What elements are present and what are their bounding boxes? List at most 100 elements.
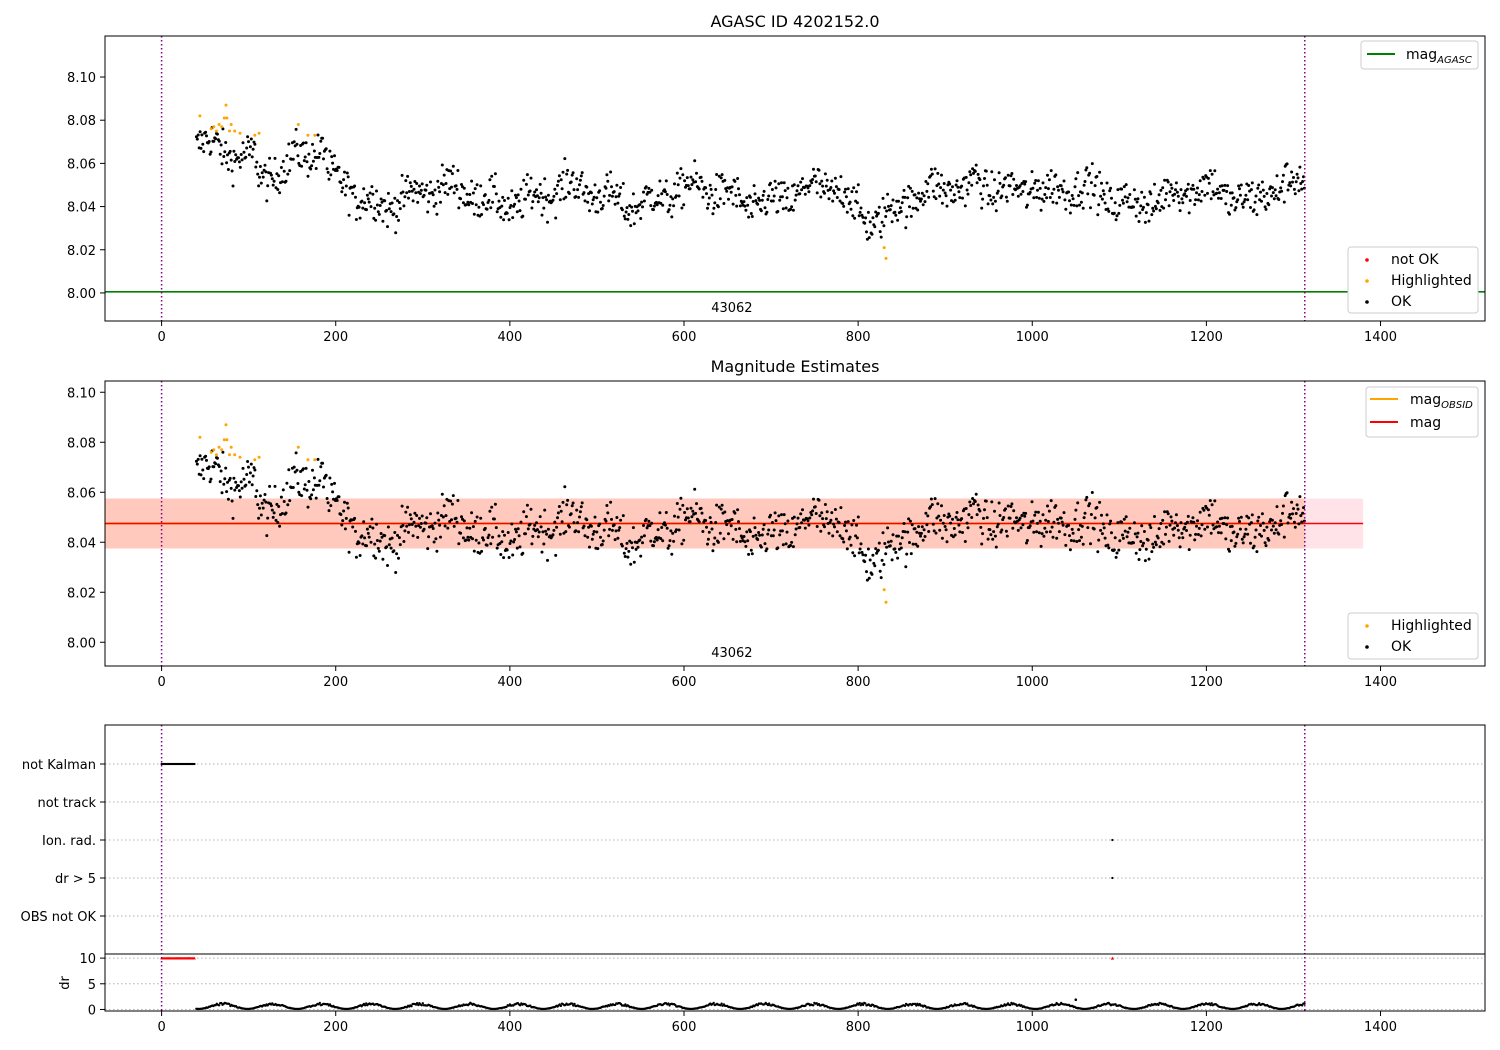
ok-point xyxy=(1217,191,1221,195)
ok-point xyxy=(380,535,384,539)
ok-point xyxy=(1280,523,1284,526)
ok-point xyxy=(957,523,961,527)
ok-point xyxy=(606,511,610,515)
ok-point xyxy=(1046,504,1049,508)
ok-point xyxy=(552,194,556,198)
x-tick-label: 1000 xyxy=(1016,675,1049,690)
ok-point xyxy=(638,538,642,542)
ok-point xyxy=(941,521,945,525)
ok-point xyxy=(331,490,335,494)
ok-point xyxy=(897,534,900,538)
ok-point xyxy=(599,535,602,539)
dr-point xyxy=(415,1002,419,1005)
ok-point xyxy=(780,195,784,199)
ok-point xyxy=(734,527,738,531)
ok-point xyxy=(1019,192,1023,196)
ok-point xyxy=(930,172,934,176)
ok-point xyxy=(567,525,571,529)
highlighted-point xyxy=(882,246,886,250)
ok-point xyxy=(1224,537,1228,541)
ok-point xyxy=(839,506,843,510)
ok-point xyxy=(401,523,405,527)
ok-point xyxy=(1241,205,1245,209)
ok-point xyxy=(577,530,581,534)
ok-point xyxy=(831,199,835,203)
ok-point xyxy=(467,538,471,542)
ok-point xyxy=(846,187,850,191)
ok-point xyxy=(1120,520,1124,524)
ok-point xyxy=(664,511,668,514)
ok-point xyxy=(834,517,838,521)
ok-point xyxy=(685,176,689,180)
ok-point xyxy=(244,155,248,159)
ok-point xyxy=(953,198,957,202)
ok-point xyxy=(294,451,298,455)
ok-point xyxy=(791,545,795,549)
ok-point xyxy=(202,150,206,154)
ok-point xyxy=(848,200,852,204)
ok-point xyxy=(993,178,996,182)
ok-point xyxy=(1004,195,1008,199)
ok-point xyxy=(1293,192,1297,196)
ok-point xyxy=(220,162,224,166)
ok-point xyxy=(776,546,780,550)
ok-point xyxy=(881,531,885,535)
flag-category-label: not track xyxy=(37,796,96,811)
ok-point xyxy=(571,501,575,505)
ok-point xyxy=(454,184,458,188)
ok-point xyxy=(1056,517,1060,521)
ok-point xyxy=(247,153,251,157)
ok-point xyxy=(400,173,404,177)
ok-point xyxy=(833,191,836,195)
ok-point xyxy=(648,524,652,528)
ok-point xyxy=(1223,183,1227,187)
ok-point xyxy=(1032,530,1036,534)
ok-point xyxy=(671,531,675,535)
ok-point xyxy=(322,485,325,489)
ok-point xyxy=(690,515,694,519)
ok-point xyxy=(396,199,399,203)
ok-point xyxy=(681,503,685,507)
ok-point xyxy=(967,513,971,517)
ok-point xyxy=(632,560,636,564)
highlighted-point xyxy=(228,453,231,457)
ok-point xyxy=(786,186,790,190)
ok-point xyxy=(583,534,587,538)
ok-point xyxy=(1223,516,1227,520)
ok-point xyxy=(663,523,667,527)
ok-point xyxy=(291,486,295,489)
ok-point xyxy=(853,554,857,558)
ok-point xyxy=(919,199,922,203)
ok-point xyxy=(327,177,331,181)
ok-point xyxy=(200,133,204,137)
ok-point xyxy=(246,460,250,463)
ok-point xyxy=(1290,500,1294,504)
ok-point xyxy=(601,204,605,207)
ok-point xyxy=(650,188,654,192)
ok-point xyxy=(415,182,419,185)
ok-point xyxy=(1273,521,1277,525)
ok-point xyxy=(1244,527,1248,531)
ok-point xyxy=(238,165,242,169)
ok-point xyxy=(970,183,974,187)
ok-point xyxy=(560,520,564,524)
ok-point xyxy=(639,554,643,558)
ok-point xyxy=(1234,206,1238,210)
ok-point xyxy=(823,525,826,529)
ok-point xyxy=(373,542,377,546)
ok-point xyxy=(403,529,407,533)
ok-point xyxy=(713,536,717,540)
ok-point xyxy=(1203,527,1207,531)
ok-point xyxy=(675,502,679,505)
ok-point xyxy=(510,522,514,526)
ok-point xyxy=(1037,196,1041,200)
ok-point xyxy=(812,497,815,501)
ok-point xyxy=(195,462,199,466)
ok-point xyxy=(622,214,626,218)
ok-point xyxy=(961,196,964,200)
ok-point xyxy=(199,473,203,477)
ok-point xyxy=(821,517,825,521)
ok-point xyxy=(588,545,591,549)
ok-point xyxy=(260,171,264,175)
ok-point xyxy=(442,504,446,508)
